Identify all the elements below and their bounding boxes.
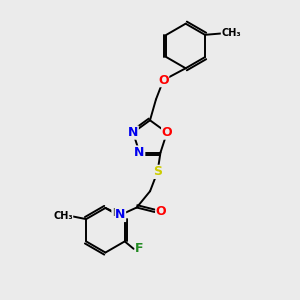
Text: N: N: [115, 208, 125, 221]
Text: CH₃: CH₃: [221, 28, 241, 38]
Text: O: O: [158, 74, 169, 87]
Text: S: S: [153, 165, 162, 178]
Text: N: N: [128, 126, 138, 139]
Text: O: O: [162, 126, 172, 139]
Text: H: H: [112, 208, 120, 218]
Text: CH₃: CH₃: [53, 211, 73, 221]
Text: O: O: [156, 206, 167, 218]
Text: F: F: [135, 242, 144, 255]
Text: N: N: [134, 146, 145, 159]
